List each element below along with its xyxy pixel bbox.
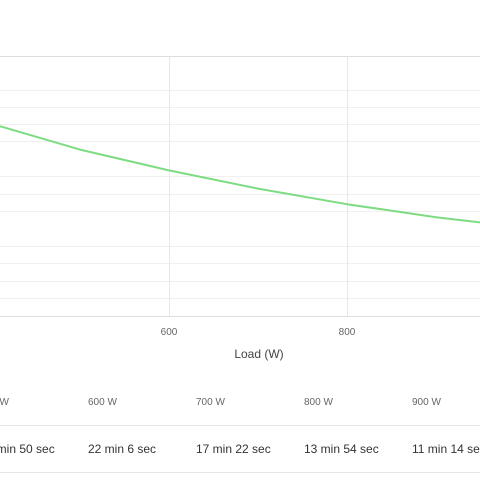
x-tick-label: 800 — [339, 327, 356, 338]
series-line — [0, 125, 480, 224]
x-tick-label: 600 — [161, 327, 178, 338]
runtime-header-cell: 600 W — [86, 380, 194, 426]
x-axis-title: Load (W) — [234, 347, 283, 361]
chart-grid — [0, 56, 480, 317]
runtime-header-cell: 500 W — [0, 380, 86, 426]
runtime-value-cell: 17 min 22 sec — [194, 425, 302, 473]
runtime-table: 500 W 600 W 700 W 800 W 900 W 28 min 50 … — [0, 380, 480, 473]
runtime-header-cell: 900 W — [410, 380, 480, 426]
load-runtime-chart: 600 800 Load (W) — [0, 56, 480, 361]
runtime-value-cell: 28 min 50 sec — [0, 425, 86, 473]
runtime-value-cell: 11 min 14 sec — [410, 425, 480, 473]
chart-series — [0, 125, 480, 224]
runtime-header-cell: 700 W — [194, 380, 302, 426]
runtime-value-cell: 13 min 54 sec — [302, 425, 410, 473]
runtime-value-row: 28 min 50 sec 22 min 6 sec 17 min 22 sec… — [0, 425, 480, 473]
x-axis-ticks: 600 800 — [161, 327, 356, 338]
runtime-header-cell: 800 W — [302, 380, 410, 426]
runtime-value-cell: 22 min 6 sec — [86, 425, 194, 473]
runtime-header-row: 500 W 600 W 700 W 800 W 900 W — [0, 380, 480, 426]
